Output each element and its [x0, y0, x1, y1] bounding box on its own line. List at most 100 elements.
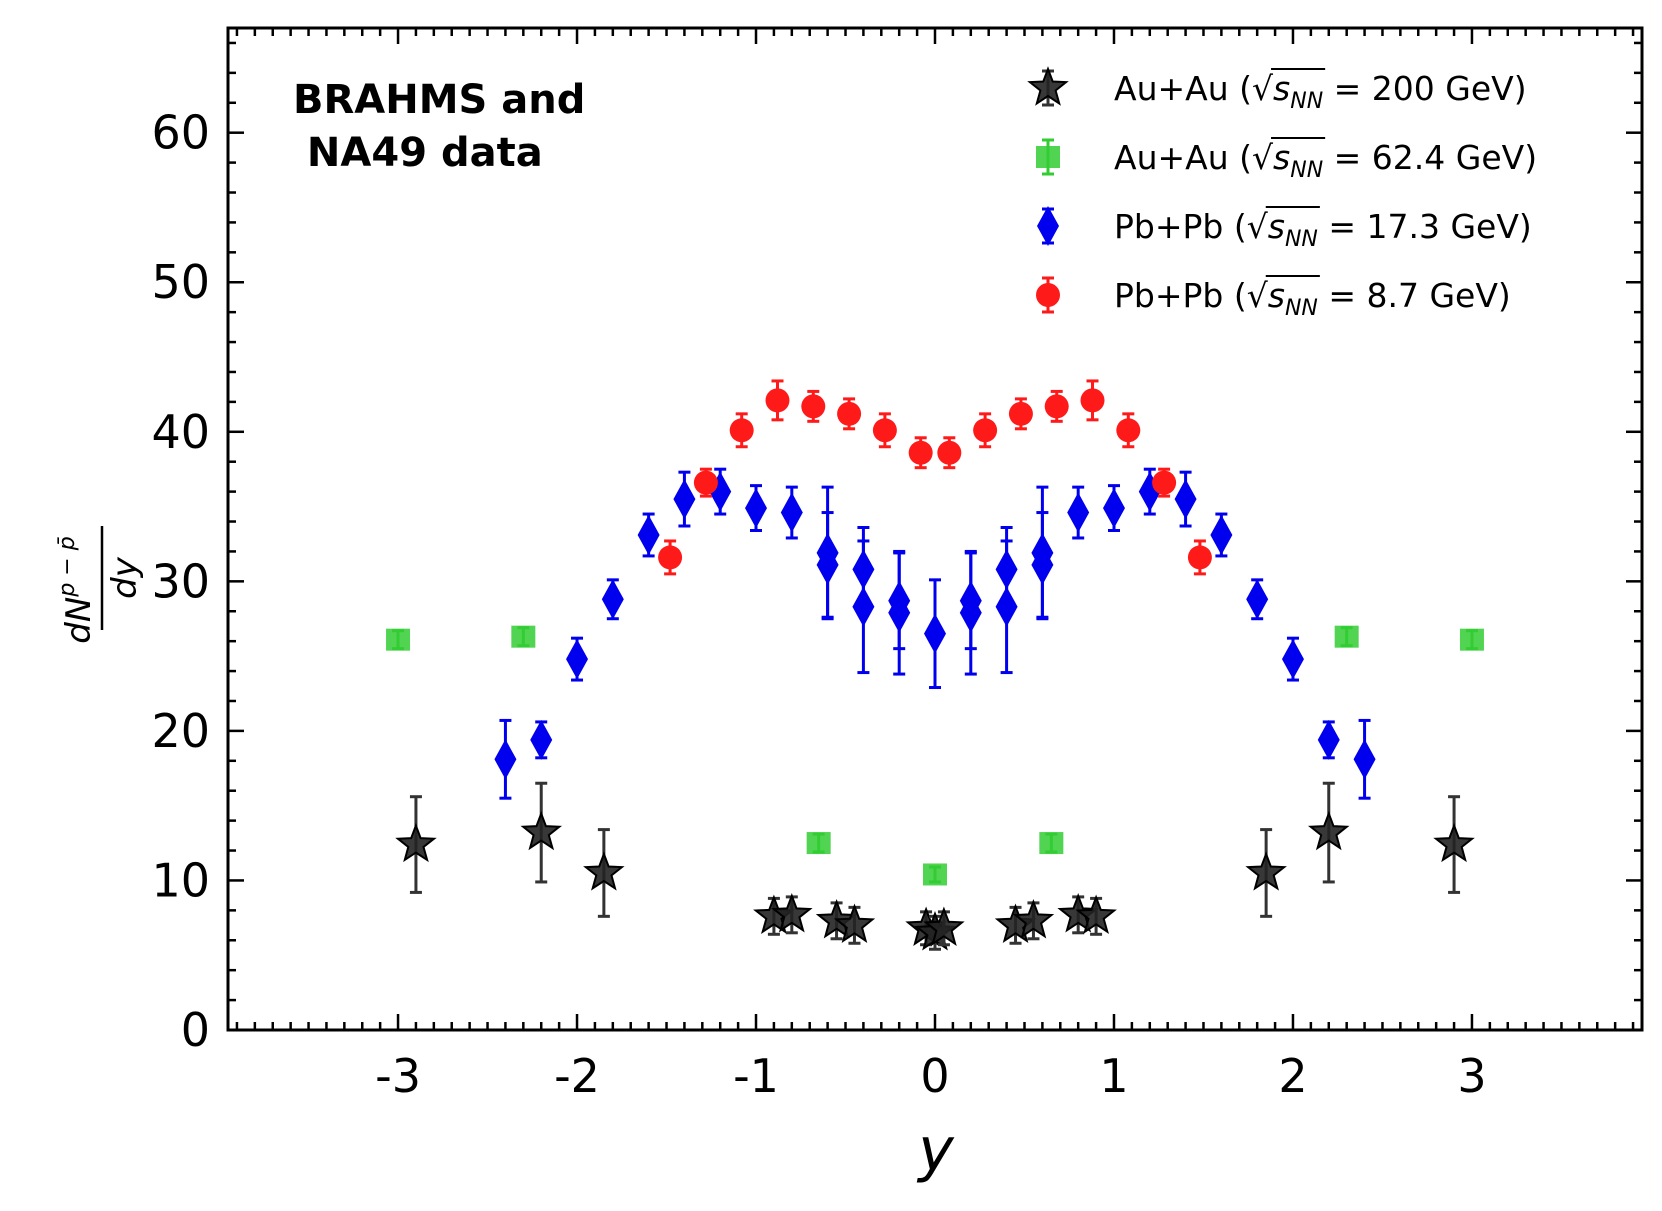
sqrt-variable: s — [1268, 276, 1285, 315]
sqrt-variable: s — [1268, 207, 1285, 246]
y-axis-label: dNp − p̄ dy — [55, 526, 145, 644]
legend-item: Au+Au (√sNN = 200 GeV) — [1027, 66, 1527, 114]
sqrt-variable: s — [1273, 138, 1290, 177]
data-point — [511, 625, 536, 648]
sqrt-variable: s — [1273, 69, 1290, 108]
data-point — [1008, 401, 1033, 426]
y-tick-label: 0 — [181, 1003, 210, 1057]
data-point — [770, 892, 813, 933]
annotation-line-1: BRAHMS and — [293, 77, 585, 123]
data-point — [973, 418, 998, 443]
data-point — [765, 388, 790, 413]
data-point — [1080, 388, 1105, 413]
data-point — [1433, 822, 1475, 863]
data-point — [1044, 394, 1069, 419]
y-tick-label: 20 — [151, 704, 210, 758]
data-point — [395, 822, 437, 863]
legend-marker — [1036, 283, 1060, 307]
legend-marker — [1037, 206, 1059, 246]
y-label-numerator: dNp − p̄ — [55, 536, 99, 643]
sqrt-subscript: NN — [1285, 296, 1318, 321]
data-point — [566, 639, 589, 680]
x-tick-label: -1 — [733, 1049, 779, 1103]
data-point — [852, 586, 875, 627]
y-tick-label: 60 — [151, 106, 210, 160]
data-point — [872, 418, 897, 443]
series-diamond — [494, 467, 1376, 800]
data-point — [530, 719, 553, 760]
legend-label: Au+Au (√sNN = 200 GeV) — [1114, 69, 1527, 114]
data-point — [729, 418, 754, 443]
sqrt-subscript: NN — [1290, 89, 1323, 114]
series-circle — [658, 379, 1212, 576]
data-point — [1307, 810, 1350, 851]
legend-marker — [1036, 146, 1060, 168]
data-point — [833, 903, 876, 944]
x-tick-label: 1 — [1099, 1049, 1128, 1103]
legend-value: = 8.7 GeV) — [1318, 276, 1511, 315]
legend-item: Au+Au (√sNN = 62.4 GeV) — [1036, 137, 1537, 183]
data-point — [923, 863, 947, 886]
legend-label: Au+Au (√sNN = 62.4 GeV) — [1114, 138, 1537, 183]
data-point — [923, 906, 965, 947]
data-point — [816, 544, 839, 585]
data-point — [1012, 898, 1055, 939]
legend-item: Pb+Pb (√sNN = 17.3 GeV) — [1037, 206, 1532, 252]
data-point — [673, 479, 696, 520]
data-point — [924, 613, 946, 654]
data-point — [1317, 719, 1340, 760]
y-tick-label: 30 — [151, 554, 210, 608]
legend-marker — [1027, 66, 1069, 106]
data-point — [1152, 470, 1177, 495]
sqrt-symbol: √ — [1252, 69, 1274, 108]
legend-prefix: Au+Au ( — [1114, 138, 1252, 177]
data-point — [888, 592, 911, 633]
data-point — [745, 488, 768, 529]
data-point — [806, 832, 831, 855]
y-label-dn: dN — [59, 597, 99, 644]
sqrt-subscript: NN — [1290, 158, 1323, 183]
data-point — [520, 810, 563, 851]
data-point — [1210, 514, 1233, 555]
x-tick-label: 2 — [1278, 1049, 1307, 1103]
data-point — [995, 549, 1018, 590]
legend-value: = 200 GeV) — [1323, 69, 1526, 108]
legend-prefix: Pb+Pb ( — [1114, 276, 1247, 315]
sqrt-symbol: √ — [1252, 138, 1274, 177]
series-square — [386, 625, 1484, 886]
data-point — [1281, 639, 1304, 680]
sqrt-symbol: √ — [1247, 207, 1269, 246]
y-tick-label: 50 — [151, 255, 210, 309]
data-point — [494, 739, 517, 780]
data-point — [959, 580, 982, 621]
data-point — [386, 628, 411, 651]
data-point — [1075, 894, 1117, 935]
data-point — [1353, 739, 1376, 780]
y-label-denominator: dy — [105, 556, 145, 599]
sqrt-subscript: NN — [1285, 227, 1318, 252]
data-point — [1102, 488, 1125, 529]
annotation-line-2: NA49 data — [293, 130, 543, 176]
legend-item: Pb+Pb (√sNN = 8.7 GeV) — [1036, 275, 1511, 321]
legend-prefix: Au+Au ( — [1114, 69, 1252, 108]
data-point — [1246, 579, 1269, 620]
data-point — [637, 514, 660, 555]
data-point — [937, 440, 962, 465]
y-label-superscript: p − p̄ — [55, 536, 80, 597]
legend-prefix: Pb+Pb ( — [1114, 207, 1247, 246]
data-point — [1245, 851, 1287, 891]
data-point — [583, 851, 625, 891]
y-tick-label: 40 — [151, 405, 210, 459]
legend-label: Pb+Pb (√sNN = 8.7 GeV) — [1114, 276, 1511, 321]
data-point — [1174, 479, 1197, 520]
legend-label: Pb+Pb (√sNN = 17.3 GeV) — [1114, 207, 1532, 252]
data-point — [1459, 628, 1484, 651]
plot-frame — [226, 26, 1644, 1032]
x-tick-label: -3 — [375, 1049, 421, 1103]
data-layer — [386, 379, 1484, 951]
legend: Au+Au (√sNN = 200 GeV)Au+Au (√sNN = 62.4… — [1027, 66, 1537, 321]
y-tick-label: 10 — [151, 853, 210, 907]
x-tick-label: 0 — [920, 1049, 949, 1103]
